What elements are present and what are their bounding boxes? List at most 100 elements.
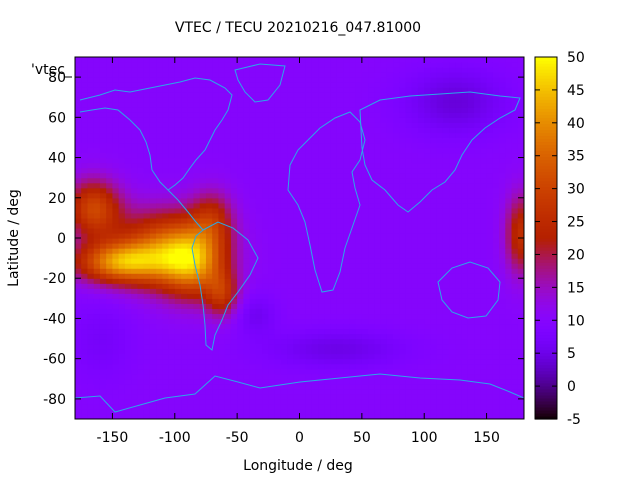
heatmap-cell [230, 182, 238, 189]
heatmap-cell [417, 243, 425, 249]
heatmap-cell [411, 127, 419, 134]
heatmap-cell [449, 117, 457, 123]
heatmap-cell [99, 338, 107, 345]
heatmap-cell [405, 162, 413, 169]
heatmap-cell [405, 92, 413, 98]
heatmap-cell [75, 187, 82, 194]
heatmap-cell [118, 333, 126, 340]
heatmap-cell [174, 268, 182, 274]
heatmap-cell [349, 97, 357, 103]
heatmap-cell [218, 253, 226, 259]
heatmap-cell [486, 167, 494, 174]
heatmap-cell [467, 388, 475, 395]
heatmap-cell [162, 333, 170, 340]
heatmap-cell [237, 157, 244, 164]
heatmap-cell [230, 227, 238, 234]
heatmap-cell [299, 328, 307, 335]
heatmap-cell [361, 87, 369, 93]
heatmap-cell [399, 112, 407, 118]
heatmap-cell [499, 413, 506, 419]
heatmap-cell [274, 393, 282, 400]
heatmap-cell [81, 373, 89, 380]
heatmap-cell [499, 378, 506, 385]
heatmap-cell [149, 167, 157, 174]
heatmap-cell [174, 207, 182, 214]
heatmap-cell [255, 313, 263, 320]
heatmap-cell [417, 137, 425, 144]
heatmap-cell [268, 293, 276, 299]
heatmap-cell [112, 62, 120, 68]
heatmap-cell [492, 82, 500, 88]
heatmap-cell [99, 142, 107, 149]
heatmap-cell [174, 232, 182, 239]
heatmap-cell [461, 303, 469, 309]
heatmap-cell [87, 368, 95, 375]
heatmap-cell [355, 383, 363, 390]
heatmap-cell [336, 72, 344, 78]
heatmap-cell [336, 192, 344, 199]
heatmap-cell [411, 72, 419, 78]
heatmap-cell [174, 278, 182, 284]
heatmap-cell [417, 263, 425, 269]
heatmap-cell [399, 328, 407, 335]
heatmap-cell [355, 172, 363, 179]
heatmap-cell [492, 408, 500, 415]
heatmap-cell [287, 278, 294, 284]
heatmap-cell [162, 238, 170, 244]
heatmap-cell [131, 383, 138, 390]
heatmap-cell [330, 273, 338, 279]
heatmap-cell [274, 112, 282, 118]
heatmap-cell [405, 298, 413, 304]
heatmap-cell [249, 408, 257, 415]
heatmap-cell [324, 403, 332, 410]
heatmap-cell [330, 112, 338, 118]
heatmap-cell [436, 398, 444, 405]
heatmap-cell [249, 308, 257, 315]
heatmap-cell [156, 318, 163, 325]
heatmap-cell [287, 363, 294, 370]
heatmap-cell [255, 117, 263, 123]
heatmap-cell [274, 278, 282, 284]
heatmap-cell [143, 197, 151, 204]
heatmap-cell [99, 57, 107, 63]
heatmap-cell [374, 97, 382, 103]
heatmap-cell [349, 408, 357, 415]
heatmap-cell [162, 343, 170, 350]
heatmap-cell [405, 353, 413, 360]
heatmap-cell [486, 217, 494, 224]
heatmap-cell [399, 127, 407, 134]
heatmap-cell [174, 227, 182, 234]
heatmap-cell [174, 238, 182, 244]
heatmap-cell [399, 238, 407, 244]
heatmap-cell [486, 348, 494, 355]
heatmap-cell [499, 217, 506, 224]
heatmap-cell [249, 222, 257, 229]
heatmap-cell [486, 182, 494, 189]
heatmap-cell [417, 87, 425, 93]
heatmap-cell [461, 248, 469, 254]
heatmap-cell [162, 408, 170, 415]
heatmap-cell [355, 207, 363, 214]
heatmap-cell [168, 353, 176, 360]
heatmap-cell [405, 77, 413, 83]
heatmap-cell [75, 227, 82, 234]
heatmap-cell [224, 268, 232, 274]
heatmap-cell [361, 57, 369, 63]
heatmap-cell [474, 197, 481, 204]
heatmap-cell [149, 127, 157, 134]
heatmap-cell [218, 197, 226, 204]
heatmap-cell [455, 87, 463, 93]
heatmap-cell [324, 243, 332, 249]
heatmap-cell [255, 127, 263, 134]
heatmap-cell [106, 283, 114, 289]
heatmap-cell [81, 328, 89, 335]
heatmap-cell [424, 62, 432, 68]
heatmap-cell [486, 243, 494, 249]
heatmap-cell [137, 353, 145, 360]
heatmap-cell [461, 72, 469, 78]
heatmap-cell [336, 308, 344, 315]
heatmap-cell [430, 328, 438, 335]
heatmap-cell [380, 82, 388, 88]
heatmap-cell [93, 348, 101, 355]
heatmap-cell [374, 157, 382, 164]
